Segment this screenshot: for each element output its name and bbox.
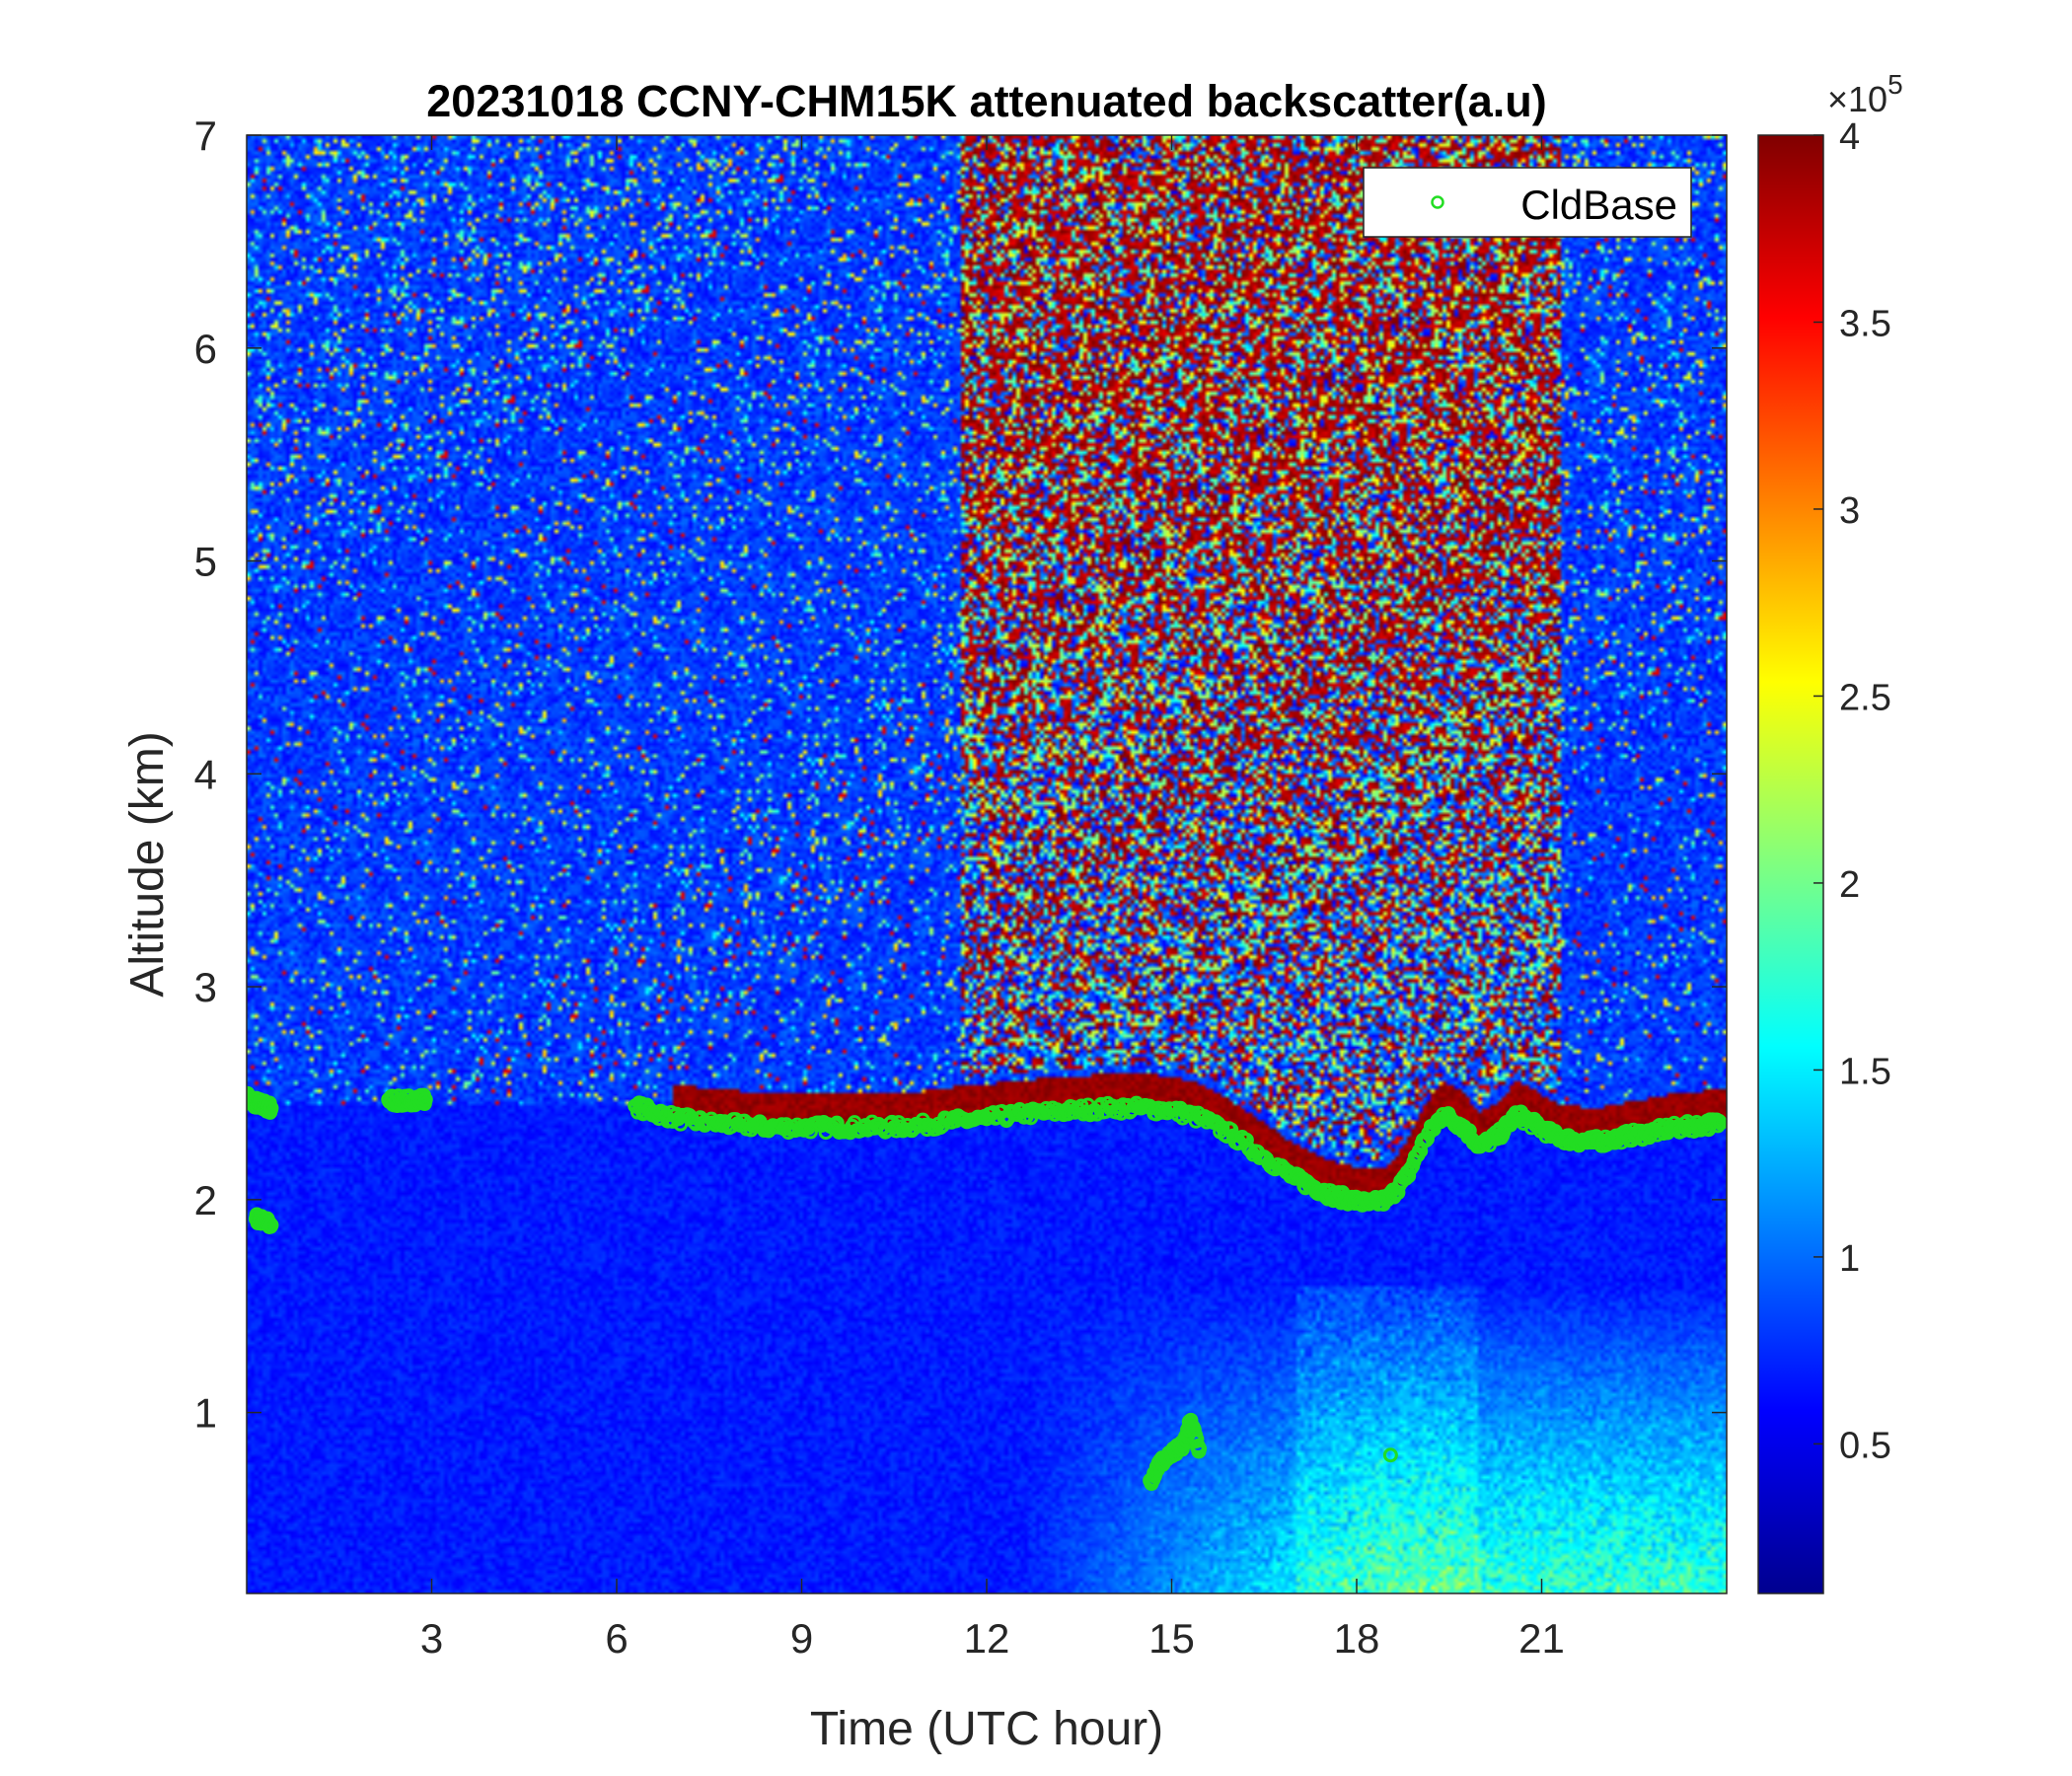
y-tick-label: 5 bbox=[194, 539, 217, 585]
colorbar-ticks: 0.5 1 1.5 2 2.5 3 3.5 4 bbox=[1813, 116, 1891, 1466]
x-tick-label: 18 bbox=[1334, 1615, 1380, 1662]
colorbar-exponent-power: 5 bbox=[1887, 69, 1903, 100]
y-tick-label: 7 bbox=[194, 112, 217, 159]
colorbar-gradient bbox=[1757, 134, 1824, 1594]
y-axis: 1 2 3 4 5 6 7 bbox=[194, 112, 1727, 1437]
legend: CldBase bbox=[1363, 167, 1692, 238]
x-axis: 3 6 9 12 15 18 21 bbox=[420, 135, 1565, 1662]
x-tick-label: 21 bbox=[1518, 1615, 1565, 1662]
colorbar-tick-label: 4 bbox=[1839, 116, 1860, 158]
x-tick-label: 9 bbox=[790, 1615, 813, 1662]
colorbar: 0.5 1 1.5 2 2.5 3 3.5 4 ×105 bbox=[1757, 69, 1903, 1594]
x-axis-label: Time (UTC hour) bbox=[810, 1703, 1163, 1755]
y-tick-label: 6 bbox=[194, 326, 217, 372]
colorbar-exponent-base: ×10 bbox=[1827, 79, 1887, 119]
colorbar-exponent: ×105 bbox=[1827, 69, 1903, 119]
cldbase-point bbox=[417, 1091, 433, 1107]
x-tick-label: 15 bbox=[1148, 1615, 1195, 1662]
colorbar-tick-label: 3 bbox=[1839, 490, 1860, 532]
cldbase-point bbox=[1461, 1123, 1477, 1139]
y-tick-label: 3 bbox=[194, 964, 217, 1010]
x-tick-label: 3 bbox=[420, 1615, 443, 1662]
chart-title: 20231018 CCNY-CHM15K attenuated backscat… bbox=[426, 76, 1546, 126]
backscatter-heatmap bbox=[247, 135, 1727, 1593]
backscatter-field bbox=[247, 135, 1727, 1593]
legend-marker-icon bbox=[1431, 195, 1444, 209]
cldbase-point bbox=[263, 1218, 279, 1233]
colorbar-tick-label: 1 bbox=[1839, 1238, 1860, 1280]
colorbar-tick-label: 2.5 bbox=[1839, 677, 1891, 718]
legend-entry-cldbase: CldBase bbox=[1520, 182, 1677, 228]
x-tick-label: 12 bbox=[964, 1615, 1010, 1662]
colorbar-tick-label: 0.5 bbox=[1839, 1425, 1891, 1466]
x-tick-label: 6 bbox=[605, 1615, 628, 1662]
colorbar-tick-label: 1.5 bbox=[1839, 1051, 1891, 1092]
cldbase-point bbox=[1382, 1447, 1398, 1463]
y-tick-label: 2 bbox=[194, 1177, 217, 1223]
y-axis-label: Altitude (km) bbox=[121, 731, 174, 997]
cldbase-point bbox=[1192, 1441, 1208, 1456]
cldbase-series bbox=[247, 1085, 1727, 1492]
y-tick-label: 4 bbox=[194, 751, 217, 797]
legend-box bbox=[1363, 167, 1692, 238]
colorbar-tick-label: 3.5 bbox=[1839, 303, 1891, 344]
colorbar-tick-label: 2 bbox=[1839, 864, 1860, 906]
y-tick-label: 1 bbox=[194, 1390, 217, 1437]
cldbase-point bbox=[263, 1100, 279, 1116]
